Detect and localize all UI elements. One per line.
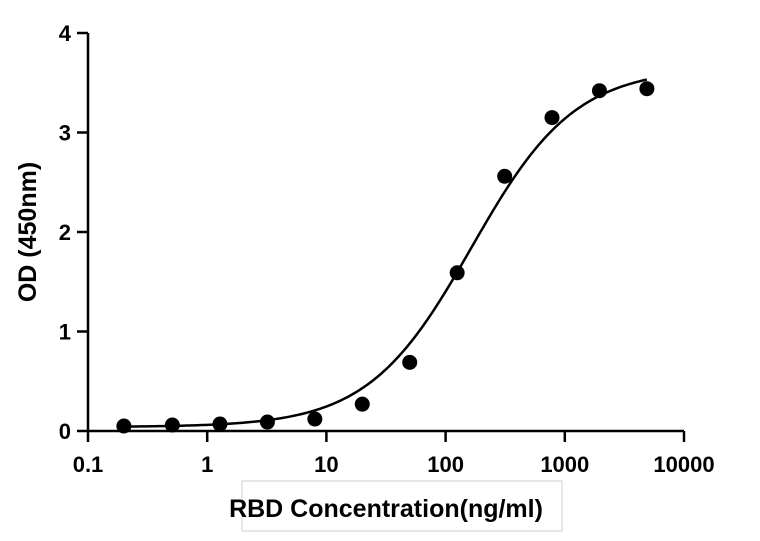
x-tick-label: 0.1 — [73, 452, 104, 477]
x-tick-label: 1000 — [540, 452, 589, 477]
y-tick-label: 0 — [59, 419, 71, 444]
data-point — [591, 83, 607, 99]
x-axis-ticks: 0.1 1 10 100 1000 10000 — [73, 431, 715, 477]
x-tick-label: 100 — [427, 452, 464, 477]
data-point — [259, 414, 275, 430]
y-tick-label: 4 — [59, 21, 72, 46]
data-points — [116, 81, 655, 434]
data-point — [497, 168, 513, 184]
x-tick-label: 10000 — [653, 452, 714, 477]
x-axis-title-box — [241, 480, 563, 532]
plot-area: 0.1 1 10 100 1000 10000 0 1 2 3 4 — [59, 21, 715, 477]
data-point — [402, 354, 418, 370]
data-point — [449, 265, 465, 281]
data-point — [544, 110, 560, 126]
data-point — [307, 411, 323, 427]
y-axis-ticks: 0 1 2 3 4 — [59, 21, 88, 444]
y-tick-label: 3 — [59, 121, 71, 146]
data-point — [164, 417, 180, 433]
x-axis-title: RBD Concentration(ng/ml) — [229, 495, 543, 523]
y-tick-label: 1 — [59, 320, 71, 345]
data-point — [212, 416, 228, 432]
x-tick-label: 10 — [314, 452, 338, 477]
data-point — [354, 396, 370, 412]
y-tick-label: 2 — [59, 220, 71, 245]
fit-curve — [123, 78, 648, 428]
data-point — [116, 418, 132, 434]
x-tick-label: 1 — [201, 452, 213, 477]
y-axis-title: OD (450nm) — [14, 162, 42, 302]
data-point — [639, 81, 655, 97]
